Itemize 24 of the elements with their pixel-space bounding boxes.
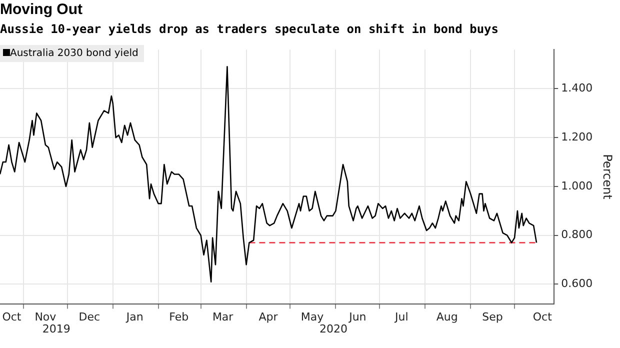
x-tick-label: Nov	[34, 310, 57, 324]
chart-subtitle: Aussie 10-year yields drop as traders speculate on shift in bond buys	[0, 22, 498, 36]
x-tick-label: Apr	[258, 310, 278, 324]
y-tick-label: 0.600	[561, 277, 593, 290]
y-tick-label: 1.000	[561, 179, 593, 192]
x-tick-label: May	[300, 310, 324, 324]
x-tick-label: Oct	[532, 310, 553, 324]
x-tick-label: Jan	[125, 310, 144, 324]
y-tick-label: 0.800	[561, 228, 593, 242]
text: 2020	[319, 322, 348, 336]
text: 2019	[42, 322, 70, 336]
y-tick-label: 1.400	[561, 82, 593, 95]
x-tick-label: Oct	[2, 310, 22, 324]
x-tick-label: Jun	[348, 310, 366, 324]
x-tick-label: Aug	[436, 310, 458, 324]
legend-label: Australia 2030 bond yield	[10, 48, 138, 59]
x-tick-label: Sep	[482, 310, 503, 324]
x-tick-label: Mar	[212, 310, 234, 324]
y-tick-label: 1.200	[561, 130, 593, 144]
chart-title: Moving Out	[0, 1, 82, 18]
x-tick-label: Feb	[169, 310, 189, 324]
y-axis-title: Percent	[600, 154, 615, 200]
x-tick-label: Jul	[394, 310, 408, 324]
x-tick-label: Dec	[78, 310, 100, 324]
